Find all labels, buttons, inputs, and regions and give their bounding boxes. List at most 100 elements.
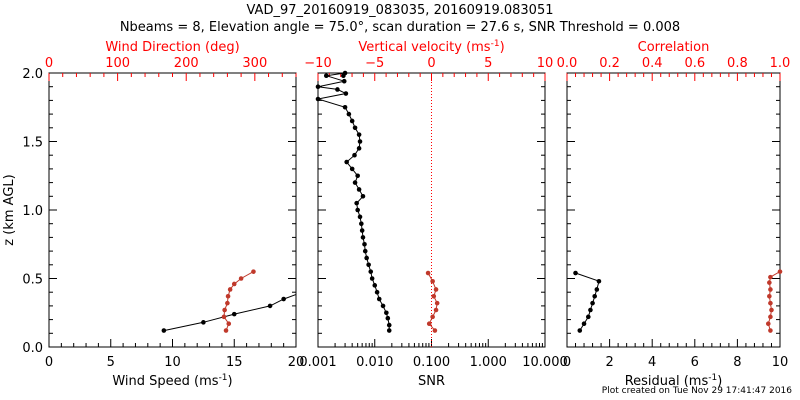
panel-3-series-red-point	[769, 307, 774, 313]
panel-1-y-tick-label: 1.5	[22, 136, 43, 151]
panel-2-series-black-point	[315, 96, 321, 102]
panel-1-series-red-point	[221, 314, 227, 320]
panel-3-series-black-line	[575, 272, 600, 331]
panel-2-series-red-point	[426, 321, 432, 327]
panel-1-frame	[48, 72, 297, 348]
panel-2-series-black-point	[354, 200, 359, 206]
panel-1-series-red-point	[226, 321, 232, 327]
panel-1-series-red-point	[225, 294, 231, 299]
panel-2-series-red-point	[434, 300, 440, 306]
panel-2-series-black-point	[349, 118, 355, 124]
panel-3-bottom-tick-label: 2	[605, 355, 613, 370]
panel-3-series-red-point	[765, 321, 771, 327]
panel-2-series-black-point	[346, 111, 352, 117]
panel-3-series-red-point	[777, 269, 783, 274]
panel-2-series-red-point	[425, 270, 431, 276]
panel-2-bottom-axis-label: SNR	[418, 374, 445, 389]
panel-2-series-black-point	[356, 187, 362, 192]
panel-2-series-black-point	[376, 296, 382, 302]
panel-1-bottom-tick-label: 0	[45, 355, 53, 370]
panel-2-series-black-point	[357, 214, 363, 220]
panel-3-series-red-point	[768, 314, 773, 320]
panel-2-top-axis-label: Vertical velocity (ms-1)	[358, 39, 504, 55]
panel-2-series-black-point	[341, 78, 347, 84]
panel-1-series-red-point	[238, 276, 244, 281]
chart-title: VAD_97_20160919_083035, 20160919.083051	[246, 3, 554, 18]
panel-3-series-red-point	[767, 280, 772, 285]
panel-2-series-black-point	[343, 91, 349, 96]
panel-2-series-black-point	[352, 152, 357, 158]
panel-1-y-tick-label: 0.0	[22, 341, 43, 356]
panel-2-series-black-point	[386, 328, 392, 333]
panel-1-y-axis-label: z (km AGL)	[2, 174, 17, 245]
panel-3-top-tick-label: 0.4	[642, 56, 663, 71]
panel-1-series-red-point	[222, 307, 227, 313]
panel-2-series-black-point	[362, 241, 367, 247]
panel-2-series-black-point	[385, 315, 391, 321]
panel-1-top-axis-label: Wind Direction (deg)	[105, 40, 239, 55]
panel-3-top-tick-label: 1.0	[770, 56, 791, 71]
panel-1-series-red-point	[227, 287, 233, 292]
panel-2-series-black-point	[384, 310, 389, 316]
panel-2-series-black-point	[386, 322, 392, 328]
panel-2-top-tick-label: −5	[365, 56, 384, 71]
panel-2-series-black-point	[380, 303, 386, 309]
panel-2-series-black-point	[359, 221, 364, 226]
panel-2-series-black-point	[356, 132, 362, 137]
panel-3-series-black-point	[588, 307, 593, 313]
panel-1-bottom-tick-label: 15	[226, 355, 243, 370]
panel-2-top-tick-label: 0	[427, 56, 435, 71]
panel-2-series-red-point	[430, 278, 435, 284]
panel-2-bottom-tick-label: 10.000	[522, 355, 568, 370]
panel-3-series-red-point	[767, 294, 772, 299]
panel-1-series-black-point	[267, 303, 273, 309]
panel-1-top-tick-label: 100	[105, 56, 130, 71]
panel-1-y-tick-label: 1.0	[22, 204, 43, 219]
panel-3-series-black-point	[573, 270, 578, 276]
panel-3-bottom-tick-label: 10	[772, 355, 789, 370]
panel-2-series-black-point	[323, 73, 329, 79]
panel-1-series-red-point	[231, 281, 237, 287]
panel-1-bottom-tick-label: 5	[107, 355, 115, 370]
panel-3-top-axis-label: Correlation	[638, 40, 710, 55]
panel-3-series-red-point	[768, 287, 773, 292]
panel-2-series-black-point	[341, 73, 346, 79]
panel-3-bottom-tick-label: 6	[691, 355, 699, 370]
panel-3-frame	[566, 72, 781, 348]
panel-2-series-red-point	[431, 294, 437, 299]
panel-2-series-black-point	[356, 146, 362, 151]
panel-3-series-black-point	[594, 287, 600, 292]
panel-1-series-red-point	[223, 328, 229, 333]
panel-2-series-black-point	[357, 139, 363, 144]
panel-2-series-black-point	[355, 207, 360, 213]
panel-2-top-tick-label: 5	[484, 56, 492, 71]
panel-2-series-black-point	[360, 194, 366, 199]
panel-3-series-red-point	[768, 328, 773, 333]
panel-3-bottom-tick-label: 4	[648, 355, 656, 370]
panel-3-top-tick-label: 0.6	[684, 56, 705, 71]
panel-1-bottom-tick-label: 20	[288, 355, 305, 370]
panel-2-series-black-point	[342, 104, 348, 110]
panel-2-series-black-point	[360, 235, 366, 240]
panel-3-series-black-point	[592, 294, 597, 299]
panel-1-series-black-line	[163, 293, 296, 332]
panel-2-series-black-point	[364, 255, 369, 261]
panel-2-frame	[317, 72, 546, 348]
panel-2-series-black-point	[335, 87, 340, 92]
panel-2-series-black-point	[315, 84, 321, 89]
panel-1-series-black-point	[281, 296, 286, 302]
panel-2-series-red-point	[432, 328, 438, 333]
panel-1-series-black-point	[231, 311, 237, 317]
panel-3-top-tick-label: 0.0	[557, 56, 578, 71]
panel-2-series-red-point	[433, 287, 439, 292]
panel-3-bottom-axis-label: Residual (ms-1)	[625, 373, 723, 389]
panel-2-series-black-point	[369, 276, 375, 281]
panel-2-series-red-point	[433, 307, 439, 313]
panel-1-series-red-point	[251, 269, 256, 274]
panel-2-bottom-tick-label: 0.001	[299, 355, 336, 370]
panel-1-bottom-axis-label: Wind Speed (ms-1)	[112, 373, 232, 389]
panel-1-top-tick-label: 300	[242, 56, 267, 71]
panel-2-top-tick-label: −10	[304, 56, 331, 71]
panel-2-series-black-point	[344, 159, 349, 165]
